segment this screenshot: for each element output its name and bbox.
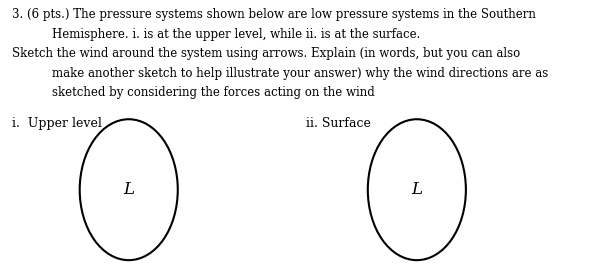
Text: L: L bbox=[411, 181, 422, 198]
Text: Hemisphere. i. is at the upper level, while ii. is at the surface.: Hemisphere. i. is at the upper level, wh… bbox=[52, 28, 421, 41]
Text: Sketch the wind around the system using arrows. Explain (in words, but you can a: Sketch the wind around the system using … bbox=[12, 47, 520, 60]
Text: make another sketch to help illustrate your answer) why the wind directions are : make another sketch to help illustrate y… bbox=[52, 67, 549, 80]
Text: sketched by considering the forces acting on the wind: sketched by considering the forces actin… bbox=[52, 86, 375, 99]
Text: i.  Upper level: i. Upper level bbox=[12, 117, 102, 130]
Text: L: L bbox=[123, 181, 134, 198]
Text: 3. (6 pts.) The pressure systems shown below are low pressure systems in the Sou: 3. (6 pts.) The pressure systems shown b… bbox=[12, 8, 536, 21]
Text: ii. Surface: ii. Surface bbox=[306, 117, 371, 130]
